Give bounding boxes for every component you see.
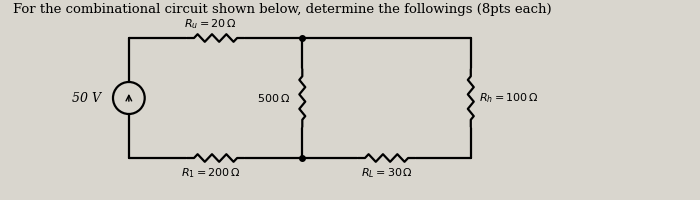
Text: $R_1 = 200\,\Omega$: $R_1 = 200\,\Omega$ [181,166,241,180]
Text: $500\,\Omega$: $500\,\Omega$ [258,92,290,104]
Text: 50 V: 50 V [72,92,101,104]
Text: For the combinational circuit shown below, determine the followings (8pts each): For the combinational circuit shown belo… [13,3,552,16]
Text: $R_L = 30\,\Omega$: $R_L = 30\,\Omega$ [360,166,412,180]
Text: $R_h = 100\,\Omega$: $R_h = 100\,\Omega$ [479,91,538,105]
Text: $R_u = 20\,\Omega$: $R_u = 20\,\Omega$ [184,17,237,31]
